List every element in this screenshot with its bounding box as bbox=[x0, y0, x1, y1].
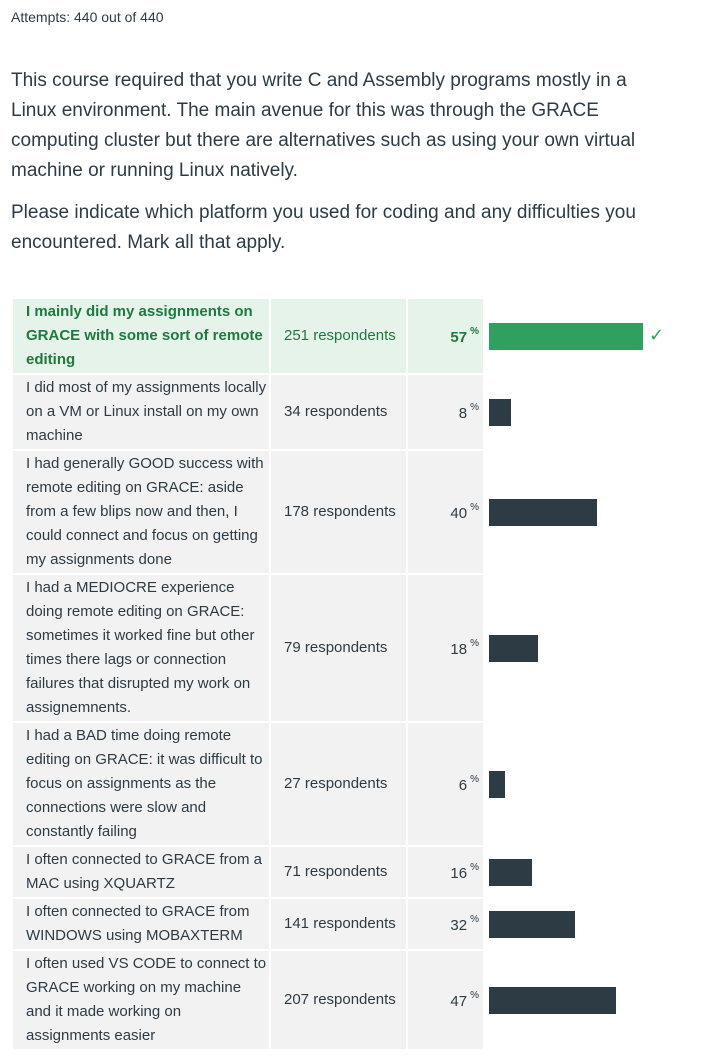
answer-label: I had generally GOOD success with remote… bbox=[13, 451, 271, 575]
answer-label: I had a BAD time doing remote editing on… bbox=[13, 723, 271, 847]
answer-label: I had a MEDIOCRE experience doing remote… bbox=[13, 575, 271, 723]
respondent-count: 27 respondents bbox=[271, 723, 408, 847]
respondent-count: 178 respondents bbox=[271, 451, 408, 575]
check-icon: ✓ bbox=[649, 325, 665, 346]
answer-bar bbox=[489, 986, 616, 1014]
answer-bar bbox=[489, 634, 538, 662]
percent-value: 16% bbox=[408, 847, 485, 899]
answer-results-table: I mainly did my assignments on GRACE wit… bbox=[13, 299, 701, 1051]
answer-row: I often connected to GRACE from a MAC us… bbox=[13, 847, 701, 899]
answer-row: I had a MEDIOCRE experience doing remote… bbox=[13, 575, 701, 723]
answer-row: I had generally GOOD success with remote… bbox=[13, 451, 701, 575]
answer-bar bbox=[489, 398, 511, 426]
percent-value: 47% bbox=[408, 951, 485, 1051]
respondent-count: 251 respondents bbox=[271, 299, 408, 375]
question-paragraph-1: This course required that you write C an… bbox=[11, 70, 636, 181]
answer-row: I often connected to GRACE from WINDOWS … bbox=[13, 899, 701, 951]
answer-label: I often used VS CODE to connect to GRACE… bbox=[13, 951, 271, 1051]
respondent-count: 71 respondents bbox=[271, 847, 408, 899]
percent-value: 6% bbox=[408, 723, 485, 847]
answer-label: I did most of my assignments locally on … bbox=[13, 375, 271, 451]
answer-bar bbox=[489, 770, 505, 798]
percent-value: 40% bbox=[408, 451, 485, 575]
answer-bar bbox=[489, 910, 575, 938]
respondent-count: 207 respondents bbox=[271, 951, 408, 1051]
percent-value: 18% bbox=[408, 575, 485, 723]
percent-value: 8% bbox=[408, 375, 485, 451]
answer-label: I mainly did my assignments on GRACE wit… bbox=[13, 299, 271, 375]
respondent-count: 79 respondents bbox=[271, 575, 408, 723]
percent-value: 32% bbox=[408, 899, 485, 951]
respondent-count: 141 respondents bbox=[271, 899, 408, 951]
question-text: This course required that you write C an… bbox=[11, 66, 651, 270]
answer-row: I did most of my assignments locally on … bbox=[13, 375, 701, 451]
percent-value: 57% bbox=[408, 299, 485, 375]
answer-label: I often connected to GRACE from WINDOWS … bbox=[13, 899, 271, 951]
question-paragraph-2: Please indicate which platform you used … bbox=[11, 202, 636, 253]
answer-bar bbox=[489, 498, 597, 526]
answer-row: I mainly did my assignments on GRACE wit… bbox=[13, 299, 701, 375]
answer-bar bbox=[489, 322, 643, 350]
answer-row: I had a BAD time doing remote editing on… bbox=[13, 723, 701, 847]
answer-bar bbox=[489, 858, 532, 886]
answer-label: I often connected to GRACE from a MAC us… bbox=[13, 847, 271, 899]
respondent-count: 34 respondents bbox=[271, 375, 408, 451]
attempts-count: Attempts: 440 out of 440 bbox=[11, 9, 164, 25]
answer-row: I often used VS CODE to connect to GRACE… bbox=[13, 951, 701, 1051]
